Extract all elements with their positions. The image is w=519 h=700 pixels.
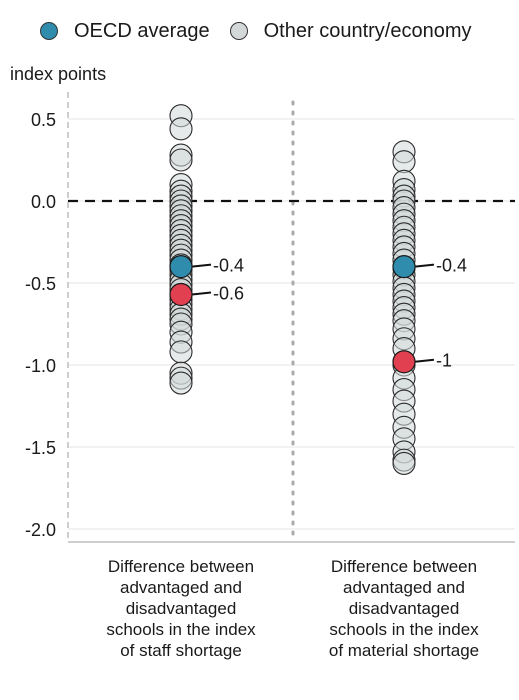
oecd-average-point (392, 255, 416, 279)
highlighted-country-point (392, 350, 416, 374)
legend-label-oecd: OECD average (74, 19, 210, 42)
highlighted-country-leader (191, 291, 212, 296)
y-tick-label: -2.0 (25, 520, 56, 540)
highlighted-country-data-label: -1 (436, 351, 452, 371)
y-axis-unit-label: index points (10, 64, 107, 84)
data-point-other (169, 340, 193, 364)
x-category-label: Difference between advantaged and disadvan… (106, 557, 256, 660)
legend-item-other: Other country/economy (229, 19, 472, 43)
oecd-average-data-label: -0.4 (436, 256, 467, 276)
legend-label-other: Other country/economy (263, 19, 472, 42)
highlighted-country-leader (414, 358, 435, 363)
y-tick-label: -1.0 (25, 356, 56, 376)
legend-swatch-oecd (40, 22, 58, 40)
data-point-other (169, 148, 193, 172)
oecd-average-data-label: -0.4 (213, 256, 244, 276)
data-point-other (392, 150, 416, 174)
chart-legend: OECD average Other country/economy (40, 18, 492, 44)
highlighted-country-point (169, 282, 193, 307)
y-tick-label: 0.5 (31, 110, 56, 130)
y-tick-label: -0.5 (25, 274, 56, 294)
oecd-average-leader (191, 263, 212, 268)
y-tick-label: -1.5 (25, 438, 56, 458)
oecd-average-leader (414, 263, 435, 268)
legend-swatch-other (229, 22, 248, 40)
y-tick-label: 0.0 (31, 192, 56, 212)
highlighted-country-data-label: -0.6 (213, 283, 244, 303)
oecd-average-point (169, 255, 193, 279)
data-point-other (169, 371, 193, 395)
data-point-other (169, 117, 193, 141)
data-point-other (392, 451, 416, 475)
legend-item-oecd: OECD average (40, 20, 210, 43)
x-category-label: Difference between advantaged and disadvan… (329, 557, 479, 660)
